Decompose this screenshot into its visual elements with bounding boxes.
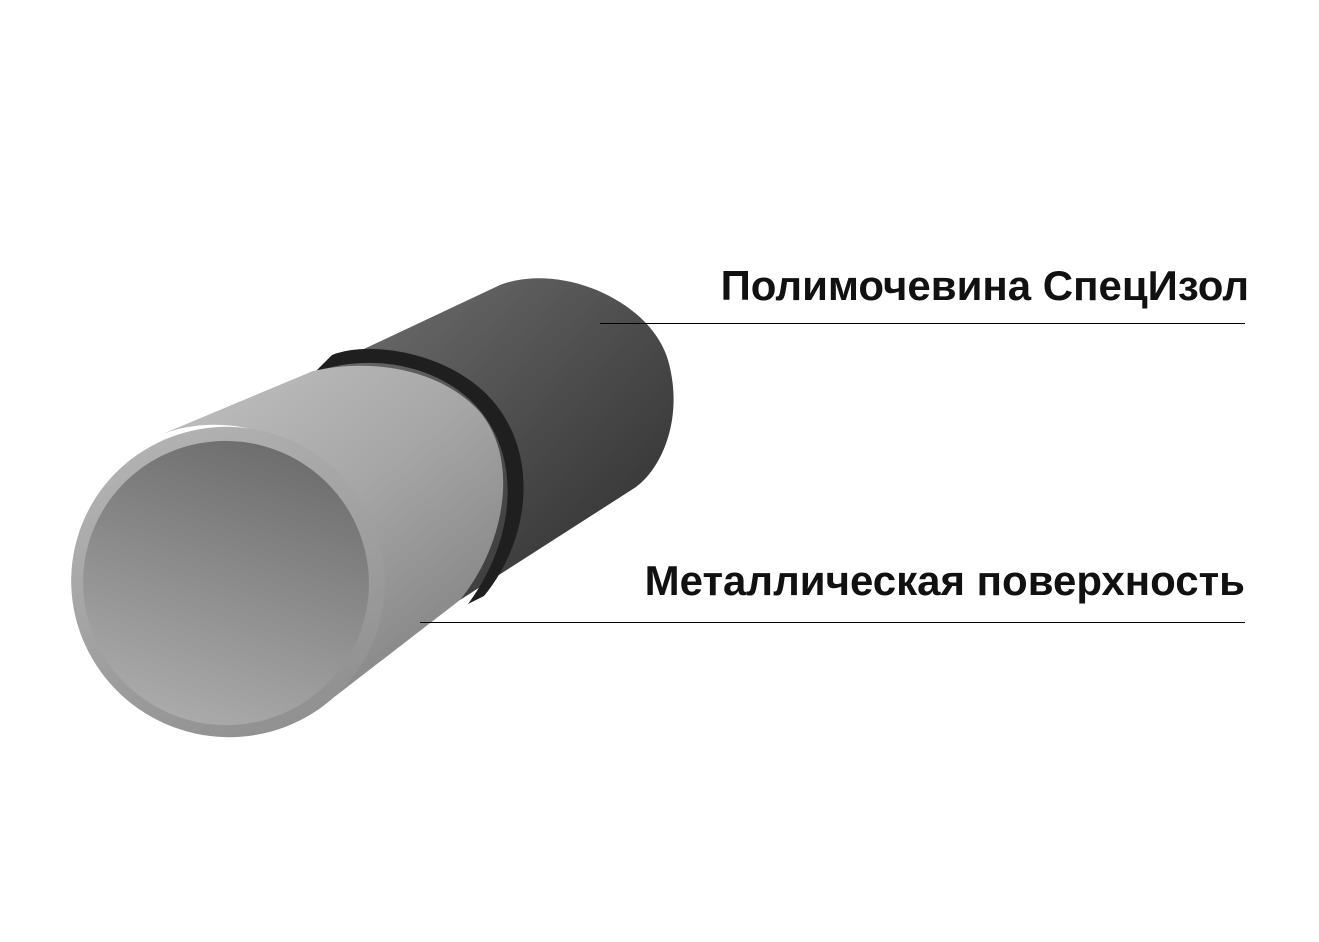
metal-section (160, 365, 504, 708)
coating-leader-line (600, 323, 1245, 324)
metal-leader-line (420, 622, 1245, 623)
coating-label: Полимочевина СпецИзол (720, 262, 1249, 309)
metal-body (160, 365, 504, 708)
metal-surface-label: Металлическая поверхность (644, 557, 1245, 604)
pipe-interior (83, 440, 369, 726)
pipe-open-end (71, 426, 385, 738)
